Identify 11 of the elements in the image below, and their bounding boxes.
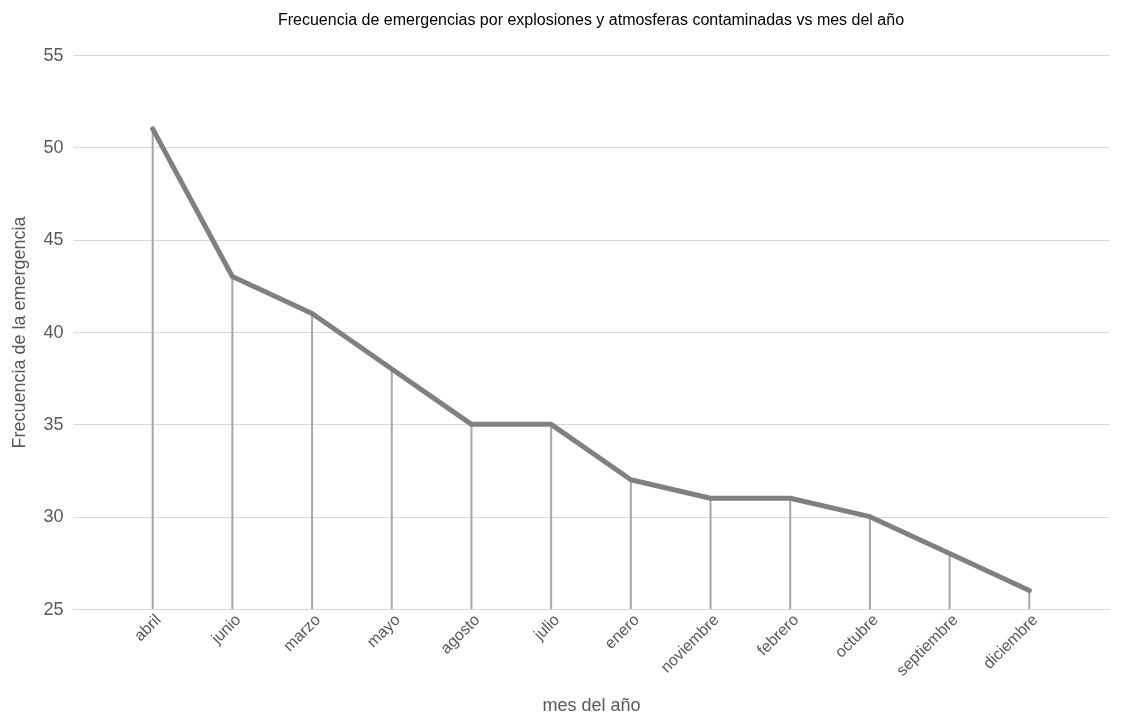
chart-title: Frecuencia de emergencias por explosiones y atmosferas contaminadas vs mes del año <box>277 11 905 28</box>
x-axis-title: mes del año <box>542 694 641 715</box>
y-tick-label: 55 <box>43 44 64 65</box>
y-tick-label: 45 <box>43 229 64 250</box>
y-tick-label: 40 <box>43 321 64 342</box>
y-axis-title: Frecuencia de la emergencia <box>9 215 30 449</box>
y-tick-label: 30 <box>43 506 64 527</box>
y-tick-label: 25 <box>43 598 64 619</box>
y-tick-label: 35 <box>43 413 64 434</box>
x-tick-label: julio <box>529 610 563 644</box>
y-tick-label: 50 <box>43 136 64 157</box>
